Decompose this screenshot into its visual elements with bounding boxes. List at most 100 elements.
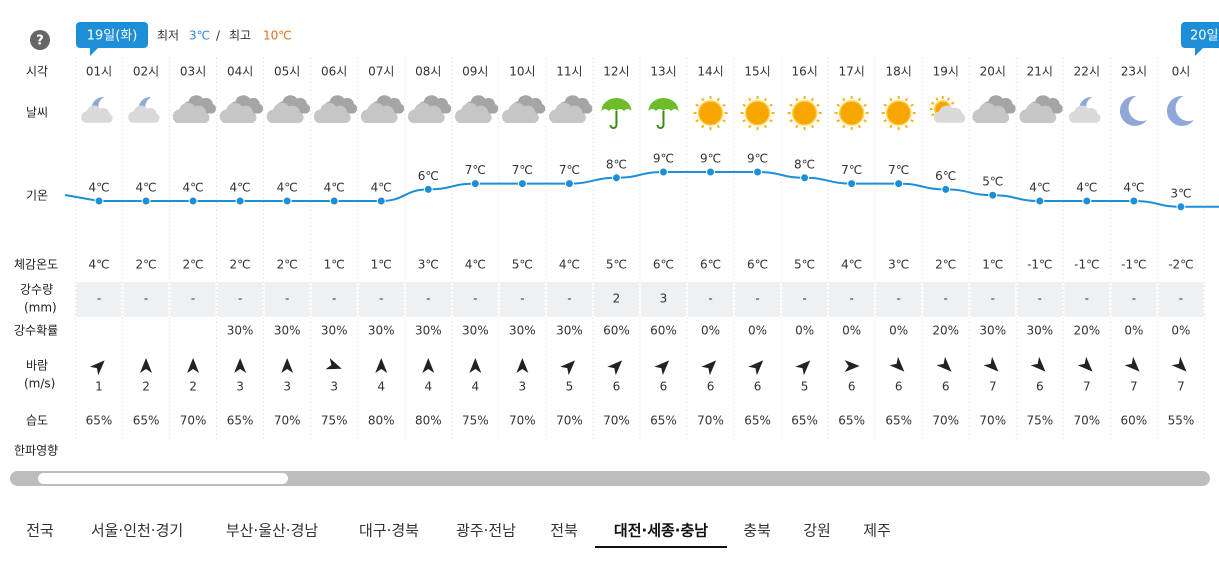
cloud: [972, 102, 1010, 123]
sun-ray: [795, 97, 799, 102]
moon: [1119, 95, 1147, 126]
row-label: (m/s): [24, 377, 55, 391]
region-tab[interactable]: 서울·인천·경기: [91, 522, 183, 540]
help-mark[interactable]: ?: [36, 34, 44, 49]
feels-like: 1℃: [371, 258, 392, 272]
precip-cell: [311, 282, 357, 317]
region-tab[interactable]: 광주·전남: [456, 522, 516, 540]
wind-arrow: [844, 360, 860, 372]
help-icon[interactable]: [30, 30, 50, 50]
wind-speed: 7: [989, 380, 997, 394]
feels-like: -1℃: [1074, 258, 1099, 272]
temp-point: [282, 196, 292, 206]
temp-label: 7℃: [888, 163, 909, 177]
hour-label: 02시: [133, 65, 159, 79]
precip-cell: [829, 282, 875, 317]
weather-icon: [787, 96, 822, 130]
temp-label: 9℃: [747, 152, 768, 166]
humidity: 70%: [697, 414, 724, 428]
temp-point: [376, 196, 386, 206]
precip-cell: [593, 282, 639, 317]
sun-ray: [810, 124, 814, 129]
weather-icon: [601, 98, 632, 129]
precip-probability: 0%: [701, 324, 720, 338]
feels-like: 2℃: [277, 258, 298, 272]
hour-label: 07시: [368, 65, 394, 79]
temp-point: [141, 196, 151, 206]
temp-label: 3℃: [1170, 186, 1191, 200]
region-tab[interactable]: 부산·울산·경남: [226, 522, 319, 540]
region-tab[interactable]: 전국: [26, 522, 54, 540]
cloud: [219, 102, 257, 123]
precip-cell: [688, 282, 734, 317]
humidity: 65%: [838, 414, 865, 428]
humidity: 65%: [227, 414, 254, 428]
umbrella-handle: [609, 111, 618, 129]
wind-arrow: [234, 358, 247, 373]
sun-ray: [769, 119, 773, 123]
cloud: [1019, 102, 1057, 123]
hour-label: 16시: [791, 65, 817, 79]
region-tab[interactable]: 충북: [743, 522, 771, 540]
temp-label: 7℃: [512, 163, 533, 177]
precipitation: -: [426, 292, 430, 306]
region-tab[interactable]: 대전·세종·충남: [614, 522, 708, 540]
precip-cell: [358, 282, 404, 317]
weather-icon: [881, 96, 916, 130]
row-label: 강수량: [20, 283, 53, 297]
region-tab[interactable]: 강원: [803, 522, 831, 540]
wind-speed: 2: [142, 380, 150, 394]
next-date-badge: [1181, 22, 1219, 56]
umbrella-handle: [656, 111, 665, 129]
scrollbar-thumb[interactable]: [38, 473, 288, 484]
region-tab[interactable]: 제주: [863, 522, 891, 540]
moon: [1166, 95, 1194, 126]
wind-speed: 6: [707, 380, 715, 394]
weather-icon: [266, 95, 311, 123]
temp-label: 8℃: [794, 157, 815, 171]
sun-ray: [904, 124, 909, 129]
wind-speed: 6: [848, 380, 856, 394]
scrollbar-track[interactable]: [10, 471, 1210, 486]
hour-label: 17시: [838, 65, 864, 79]
temp-point: [564, 179, 574, 189]
temp-label: 4℃: [1076, 181, 1097, 195]
sun-ray: [716, 97, 720, 102]
humidity: 65%: [650, 414, 677, 428]
precip-probability: 30%: [979, 324, 1006, 338]
sun-ray: [889, 97, 893, 102]
wind-arrow: [375, 358, 388, 373]
temp-point: [800, 173, 810, 183]
sun-ray: [816, 103, 820, 107]
sun-ray: [742, 103, 746, 107]
wind-arrow: [140, 358, 153, 373]
region-tab[interactable]: 전북: [550, 522, 578, 540]
precipitation: -: [191, 292, 195, 306]
precip-cell: [1111, 282, 1157, 317]
weather-icon: [648, 98, 679, 129]
temp-point: [1129, 196, 1139, 206]
date-badge-text: 19일(화): [87, 29, 138, 44]
sun-ray: [857, 97, 862, 102]
sun-ray: [810, 97, 814, 102]
humidity: 65%: [791, 414, 818, 428]
feels-like: -1℃: [1121, 258, 1146, 272]
hour-label: 12시: [603, 65, 629, 79]
sun-ray: [836, 119, 841, 123]
hour-label: 11시: [556, 65, 582, 79]
sun-ray: [816, 119, 820, 123]
precip-probability: 0%: [1171, 324, 1190, 338]
precip-cell: [76, 282, 122, 317]
temp-label: 9℃: [700, 152, 721, 166]
wind-arrow: [516, 358, 529, 373]
sun-ray: [910, 103, 914, 107]
region-tab[interactable]: 대구·경북: [359, 522, 419, 540]
precipitation: -: [238, 292, 242, 306]
feels-like: 4℃: [88, 258, 109, 272]
feels-like: -2℃: [1168, 258, 1193, 272]
wind-arrow: [795, 360, 811, 376]
humidity: 75%: [1026, 414, 1053, 428]
wind-arrow: [1030, 356, 1046, 372]
hour-label: 04시: [227, 65, 253, 79]
precip-probability: 20%: [932, 324, 959, 338]
